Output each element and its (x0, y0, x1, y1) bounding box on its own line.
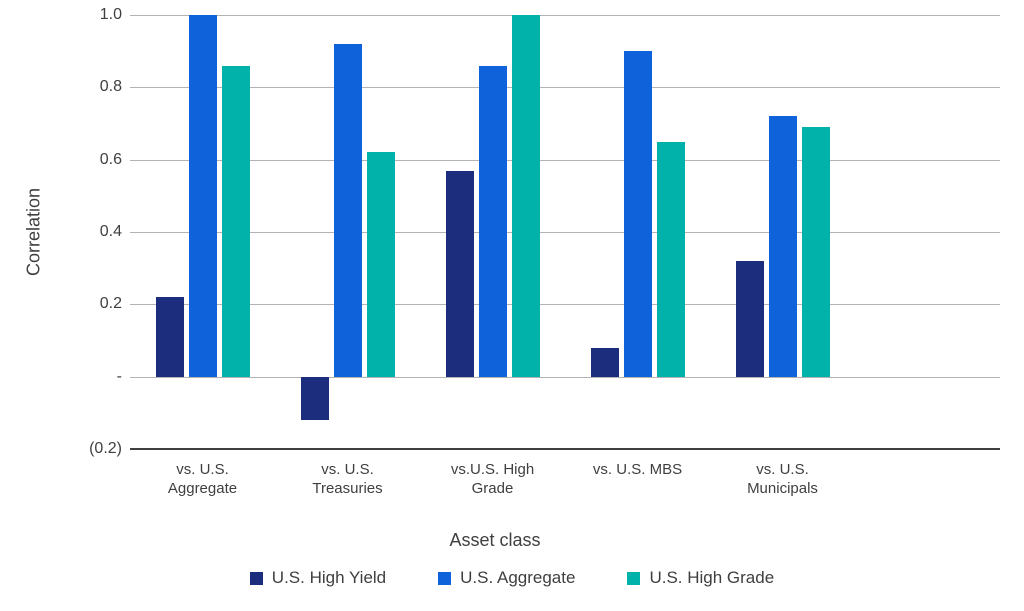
x-tick-label: vs.U.S. High Grade (450, 461, 535, 497)
bar (155, 297, 184, 377)
legend-item: U.S. High Grade (627, 568, 774, 588)
y-tick-label: - (116, 367, 122, 385)
bar (768, 116, 797, 377)
bar (478, 65, 507, 377)
legend-label: U.S. High Grade (649, 568, 775, 587)
gridline (130, 87, 1000, 89)
y-tick-label: 0.2 (99, 295, 122, 313)
legend-swatch-icon (438, 571, 452, 585)
legend-swatch-icon (249, 571, 263, 585)
bar (300, 376, 329, 421)
y-tick-label: (0.2) (89, 440, 122, 457)
legend-swatch-icon (627, 571, 641, 585)
x-tick-label: vs. U.S. Municipals (747, 461, 818, 497)
legend-item: U.S. High Yield (249, 568, 387, 588)
bar (623, 51, 652, 377)
chart-legend: U.S. High Yield U.S. Aggregate U.S. High G… (0, 568, 1024, 588)
legend-item: U.S. Aggregate (438, 568, 575, 588)
legend-label: U.S. Aggregate (460, 568, 576, 587)
x-tick-label: vs. U.S. Aggregate (167, 461, 238, 497)
x-tick-label: vs. U.S. MBS (592, 461, 683, 478)
x-axis-line (130, 448, 1000, 450)
gridline (130, 232, 1000, 233)
bar (333, 43, 362, 377)
gridline (130, 376, 1000, 378)
y-tick-label: 1.0 (99, 6, 122, 23)
x-axis-title: Asset class (449, 530, 541, 550)
y-axis-tick-labels: 1.0 0.8 0.6 0.4 0.2 - (0.2) (0, 6, 122, 457)
bar (801, 127, 830, 377)
bar (188, 15, 217, 377)
y-tick-label: 0.6 (99, 150, 122, 168)
bar (590, 347, 619, 377)
plot-area (130, 15, 1000, 450)
bar (445, 170, 474, 377)
bar (735, 260, 764, 377)
x-axis-tick-labels: vs. U.S. Aggregate vs. U.S. Treasuries vs.… (130, 460, 1000, 510)
bar (366, 152, 395, 377)
legend-label: U.S. High Yield (271, 568, 387, 587)
bar (656, 141, 685, 377)
y-tick-label: 0.4 (99, 223, 122, 240)
gridline (130, 159, 1000, 161)
y-tick-label: 0.8 (99, 78, 122, 96)
bar (511, 15, 540, 377)
gridline (130, 15, 1000, 16)
x-tick-label: vs. U.S. Treasuries (312, 461, 383, 497)
gridline (130, 304, 1000, 306)
bar (221, 65, 250, 377)
